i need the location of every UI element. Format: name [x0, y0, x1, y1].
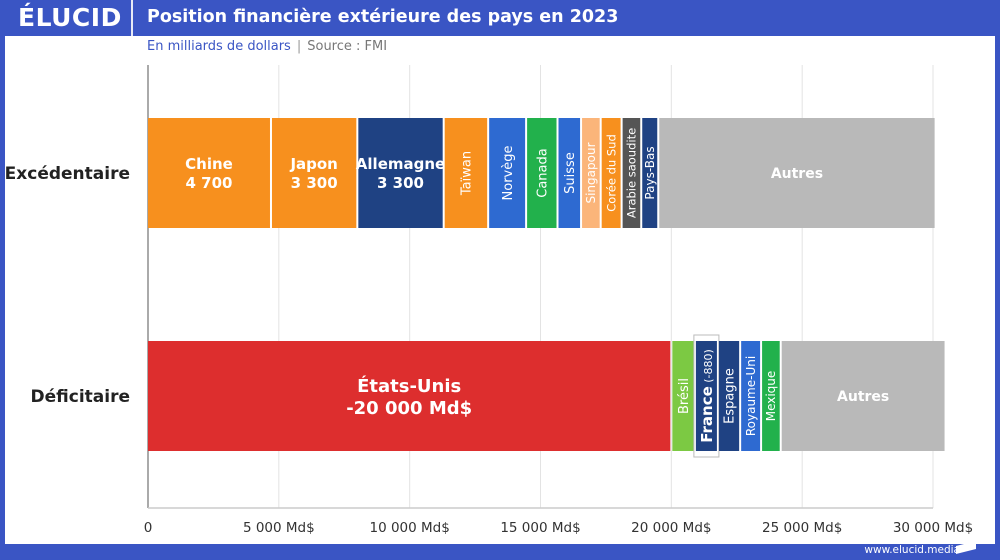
segment-value: 3 300: [291, 174, 338, 192]
segment-label: France (-880): [698, 349, 716, 443]
segment-label: Japon: [289, 155, 337, 173]
segment-label: Corée du Sud: [604, 134, 618, 211]
segment-label: Pays-Bas: [643, 146, 657, 199]
segment-value: (-880): [702, 349, 715, 386]
row-label: Déficitaire: [31, 387, 131, 407]
segment-label: Autres: [771, 166, 823, 182]
x-tick-label: 30 000 Md$: [893, 520, 973, 536]
chart-title: Position financière extérieure des pays …: [147, 7, 619, 27]
segment-name: Arabie saoudite: [625, 128, 639, 218]
bar-segment-suisse: [558, 118, 581, 228]
segment-name: France: [698, 386, 716, 443]
header-bar: ÉLUCID Position financière extérieure de…: [0, 0, 1000, 36]
segment-name: Singapour: [584, 142, 598, 203]
bar-segment-mexique: [762, 341, 780, 451]
source-label: Source : FMI: [307, 39, 388, 54]
x-tick-label: 5 000 Md$: [243, 520, 315, 536]
segment-name: Suisse: [563, 152, 578, 194]
segment-label: Canada: [535, 148, 550, 197]
header-divider: [131, 0, 133, 36]
unit-label: En milliards de dollars: [147, 39, 291, 54]
x-tick-label: 0: [144, 520, 153, 536]
segment-label: Chine: [185, 155, 233, 173]
segment-name: Norvège: [501, 146, 516, 201]
x-tick-label: 15 000 Md$: [500, 520, 580, 536]
bar-segment-espagne: [718, 341, 740, 451]
segment-name: Taïwan: [460, 151, 475, 196]
bar-segment-canada: [527, 118, 557, 228]
website-link[interactable]: www.elucid.media: [864, 544, 960, 556]
bar-segment-royaume-uni: [741, 341, 761, 451]
bar-segment-france: [695, 341, 717, 451]
bar-segment-etats-unis: [148, 341, 671, 451]
segment-name: Pays-Bas: [643, 146, 657, 199]
segment-value: -20 000 Md$: [346, 398, 472, 419]
bar-segment-japon: [271, 118, 357, 228]
x-tick-label: 10 000 Md$: [369, 520, 449, 536]
segment-name: Corée du Sud: [604, 134, 618, 211]
segment-value: 4 700: [185, 174, 232, 192]
segment-label: Taïwan: [460, 151, 475, 196]
bar-segment-pays-bas: [642, 118, 658, 228]
segment-name: Brésil: [677, 378, 692, 414]
segment-label: Singapour: [584, 142, 598, 203]
bar-segment-taiwan: [444, 118, 488, 228]
bar-segment-coree-du-sud: [601, 118, 621, 228]
segment-label: Allemagne: [356, 155, 445, 173]
bar-segment-singapour: [582, 118, 600, 228]
segment-label: Royaume-Uni: [744, 356, 758, 436]
bar-segment-chine: [148, 118, 270, 228]
segment-label: Autres: [837, 389, 889, 405]
segment-name: Royaume-Uni: [744, 356, 758, 436]
segment-label: Brésil: [677, 378, 692, 414]
bar-segment-autres: [659, 118, 935, 228]
bar-segment-norvege: [489, 118, 526, 228]
x-tick-label: 20 000 Md$: [631, 520, 711, 536]
segment-label: Arabie saoudite: [625, 128, 639, 218]
segment-label: Mexique: [764, 371, 778, 422]
bar-segment-allemagne: [358, 118, 443, 228]
bar-segment-arabie-saoudite: [622, 118, 641, 228]
chart-subtitle: En milliards de dollars | Source : FMI: [147, 39, 387, 54]
segment-label: Norvège: [501, 146, 516, 201]
row-label: Excédentaire: [5, 164, 130, 184]
segment-name: Mexique: [764, 371, 778, 422]
elucid-flag-icon: [956, 541, 976, 554]
x-tick-label: 25 000 Md$: [762, 520, 842, 536]
segment-label: Espagne: [723, 368, 738, 424]
bar-segment-autres: [781, 341, 945, 451]
segment-label: États-Unis: [357, 375, 461, 397]
segment-name: Canada: [535, 148, 550, 197]
segment-value: 3 300: [377, 174, 424, 192]
subtitle-separator: |: [296, 39, 302, 54]
segment-name: Espagne: [723, 368, 738, 424]
elucid-logo: ÉLUCID: [18, 3, 122, 32]
bar-segment-bresil: [672, 341, 694, 451]
segment-label: Suisse: [563, 152, 578, 194]
